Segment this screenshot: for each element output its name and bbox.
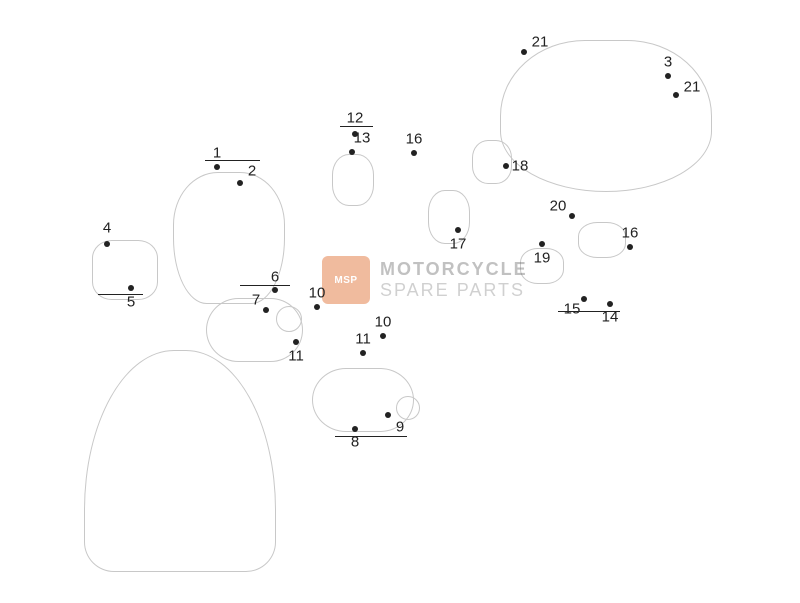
callout-c2: 2 (248, 163, 256, 180)
callout-underline (335, 436, 407, 437)
callout-dot-c19 (539, 241, 545, 247)
callout-dot-c8 (352, 426, 358, 432)
sketch-handlebar-cover (500, 40, 712, 192)
callout-dot-c16b (627, 244, 633, 250)
callout-c16a: 16 (406, 131, 423, 148)
watermark-line1: MOTORCYCLE (380, 259, 528, 280)
sketch-lens-a (332, 154, 374, 206)
callout-underline (98, 294, 143, 295)
callout-dot-c6 (272, 287, 278, 293)
callout-dot-c21b (673, 92, 679, 98)
callout-dot-c2 (237, 180, 243, 186)
callout-dot-c10a (314, 304, 320, 310)
callout-dot-c21a (521, 49, 527, 55)
sketch-bulb-a (276, 306, 302, 332)
callout-c17: 17 (450, 236, 467, 253)
callout-dot-c16a (411, 150, 417, 156)
callout-c20: 20 (550, 198, 567, 215)
watermark-text: MOTORCYCLE SPARE PARTS (380, 259, 528, 301)
callout-dot-c9 (385, 412, 391, 418)
callout-c4: 4 (103, 220, 111, 237)
callout-c7: 7 (252, 292, 260, 309)
callout-dot-c3 (665, 73, 671, 79)
watermark-line2: SPARE PARTS (380, 280, 528, 301)
callout-c14: 14 (602, 309, 619, 326)
callout-c5: 5 (127, 294, 135, 311)
callout-c11a: 11 (288, 348, 304, 365)
callout-dot-c10b (380, 333, 386, 339)
callout-c12: 12 (347, 110, 364, 127)
callout-c13: 13 (354, 130, 371, 147)
callout-c10a: 10 (309, 285, 326, 302)
callout-dot-c14 (607, 301, 613, 307)
callout-dot-c4 (104, 241, 110, 247)
callout-dot-c17 (455, 227, 461, 233)
callout-c10b: 10 (375, 314, 392, 331)
callout-c19: 19 (534, 250, 551, 267)
sketch-front-shield (84, 350, 276, 572)
callout-dot-c7 (263, 307, 269, 313)
sketch-cover (92, 240, 158, 300)
callout-dot-c1 (214, 164, 220, 170)
callout-dot-c5 (128, 285, 134, 291)
callout-dot-c13 (349, 149, 355, 155)
callout-dot-c11a (293, 339, 299, 345)
callout-c6: 6 (271, 269, 279, 286)
callout-underline (240, 285, 290, 286)
callout-c11b: 11 (355, 331, 371, 348)
callout-c3: 3 (664, 54, 672, 71)
callout-c21b: 21 (684, 79, 701, 96)
watermark-badge: MSP (322, 256, 370, 304)
callout-dot-c18 (503, 163, 509, 169)
sketch-bulb-b (396, 396, 420, 420)
callout-c1: 1 (213, 145, 221, 162)
watermark: MSP MOTORCYCLE SPARE PARTS (322, 256, 528, 304)
callout-c18: 18 (512, 158, 529, 175)
callout-c8: 8 (351, 434, 359, 451)
callout-dot-c20 (569, 213, 575, 219)
sketch-lens-e (578, 222, 626, 258)
callout-c9: 9 (396, 419, 404, 436)
callout-c16b: 16 (622, 225, 639, 242)
callout-dot-c15 (581, 296, 587, 302)
diagram-stage: MSP MOTORCYCLE SPARE PARTS 1234567891010… (0, 0, 800, 603)
callout-dot-c11b (360, 350, 366, 356)
callout-c21a: 21 (532, 34, 549, 51)
watermark-badge-text: MSP (334, 275, 357, 286)
callout-c15: 15 (564, 301, 581, 318)
